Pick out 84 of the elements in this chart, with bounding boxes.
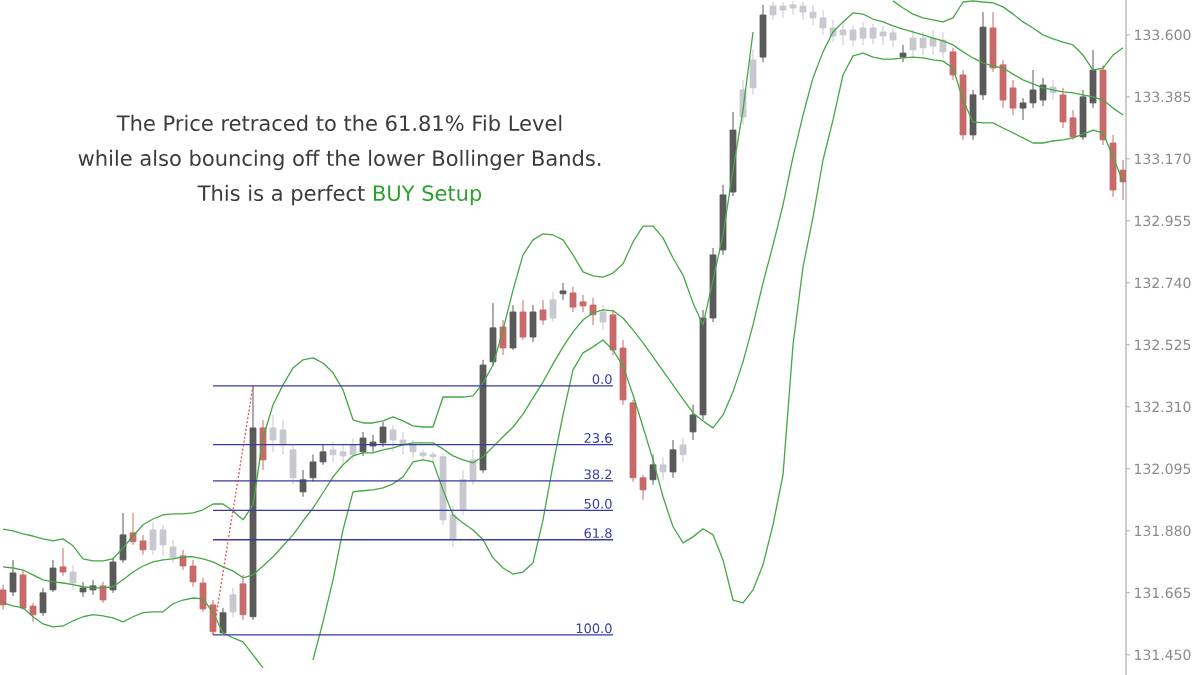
candlestick — [539, 299, 547, 326]
candlestick — [69, 564, 77, 591]
candlestick — [9, 559, 17, 597]
y-tick-label: 131.665 — [1135, 587, 1191, 599]
annotation: This is a perfect — [197, 184, 365, 206]
candlestick — [649, 454, 657, 486]
candlestick — [429, 451, 437, 463]
candlestick — [939, 31, 947, 59]
series-label: 0.0 — [592, 374, 612, 385]
y-tick-label: 132.955 — [1135, 215, 1191, 227]
annotation: BUY Setup — [373, 185, 482, 206]
candlestick — [189, 559, 197, 588]
candlestick — [349, 437, 357, 461]
candlestick — [279, 419, 287, 456]
candlestick — [1069, 109, 1077, 141]
candlestick — [689, 404, 697, 441]
series-label: 38.2 — [584, 469, 612, 480]
candlestick — [39, 587, 47, 617]
candlestick — [929, 29, 937, 56]
candlestick — [149, 521, 157, 556]
candlestick — [879, 25, 887, 46]
candlestick — [809, 4, 817, 26]
candlestick — [679, 437, 687, 463]
candlestick — [669, 439, 677, 479]
series-label: 23.6 — [584, 433, 612, 443]
candlestick — [589, 297, 597, 326]
candlestick — [419, 449, 427, 461]
annotation: The Price retraced to the 61.81% Fib Level — [116, 114, 562, 132]
candlestick — [549, 291, 557, 323]
candlestick — [839, 21, 847, 46]
y-tick-label: 133.600 — [1135, 29, 1191, 41]
candlestick — [139, 534, 147, 556]
candlestick — [849, 24, 857, 47]
candlestick — [389, 424, 397, 453]
candlestick — [229, 587, 237, 618]
candlestick — [1009, 79, 1017, 116]
candlestick — [789, 0, 797, 16]
candlestick — [179, 549, 187, 571]
y-tick-label: 132.095 — [1135, 463, 1191, 475]
series-label: 61.8 — [584, 528, 612, 539]
candlestick — [859, 21, 867, 46]
candlestick — [1019, 97, 1027, 121]
candlestick — [909, 29, 917, 59]
candlestick — [59, 547, 67, 577]
candlestick — [29, 602, 37, 623]
y-tick-label: 133.385 — [1135, 91, 1191, 103]
candlestick — [469, 449, 477, 486]
candlestick — [869, 23, 877, 45]
candlestick — [559, 282, 567, 301]
candlestick — [659, 457, 667, 481]
candlestick — [799, 1, 807, 21]
candlestick — [49, 559, 57, 593]
candlestick — [1029, 69, 1037, 109]
candlestick — [219, 607, 227, 635]
candlestick — [379, 421, 387, 448]
y-tick-label: 131.450 — [1135, 649, 1191, 661]
candlestick — [319, 444, 327, 466]
candlestick — [889, 27, 897, 48]
candlestick — [329, 441, 337, 463]
y-tick-label: 132.310 — [1135, 401, 1191, 413]
candlestick — [79, 581, 87, 598]
series-label: 50.0 — [584, 498, 612, 509]
candlestick — [269, 414, 277, 453]
candlestick — [339, 443, 347, 464]
y-tick-label: 131.880 — [1135, 525, 1191, 537]
candlestick — [309, 454, 317, 483]
series-label: 100.0 — [576, 623, 612, 634]
candlestick — [569, 286, 577, 313]
y-tick-label: 132.525 — [1135, 339, 1191, 351]
candlestick — [1039, 77, 1047, 107]
candlestick — [639, 474, 647, 501]
candlestick — [819, 9, 827, 36]
annotation: while also bouncing off the lower Bollinger Bands. — [78, 149, 601, 171]
candlestick — [159, 524, 167, 557]
y-tick-label: 133.170 — [1135, 153, 1191, 165]
candlestick — [0, 584, 7, 611]
candlestick — [919, 31, 927, 56]
candlestick — [779, 1, 787, 19]
candlestick — [599, 304, 607, 331]
candlestick — [899, 44, 907, 63]
candlestick — [359, 431, 367, 457]
candlestick — [169, 539, 177, 564]
y-tick-label: 132.740 — [1135, 277, 1191, 289]
candlestick — [579, 294, 587, 313]
